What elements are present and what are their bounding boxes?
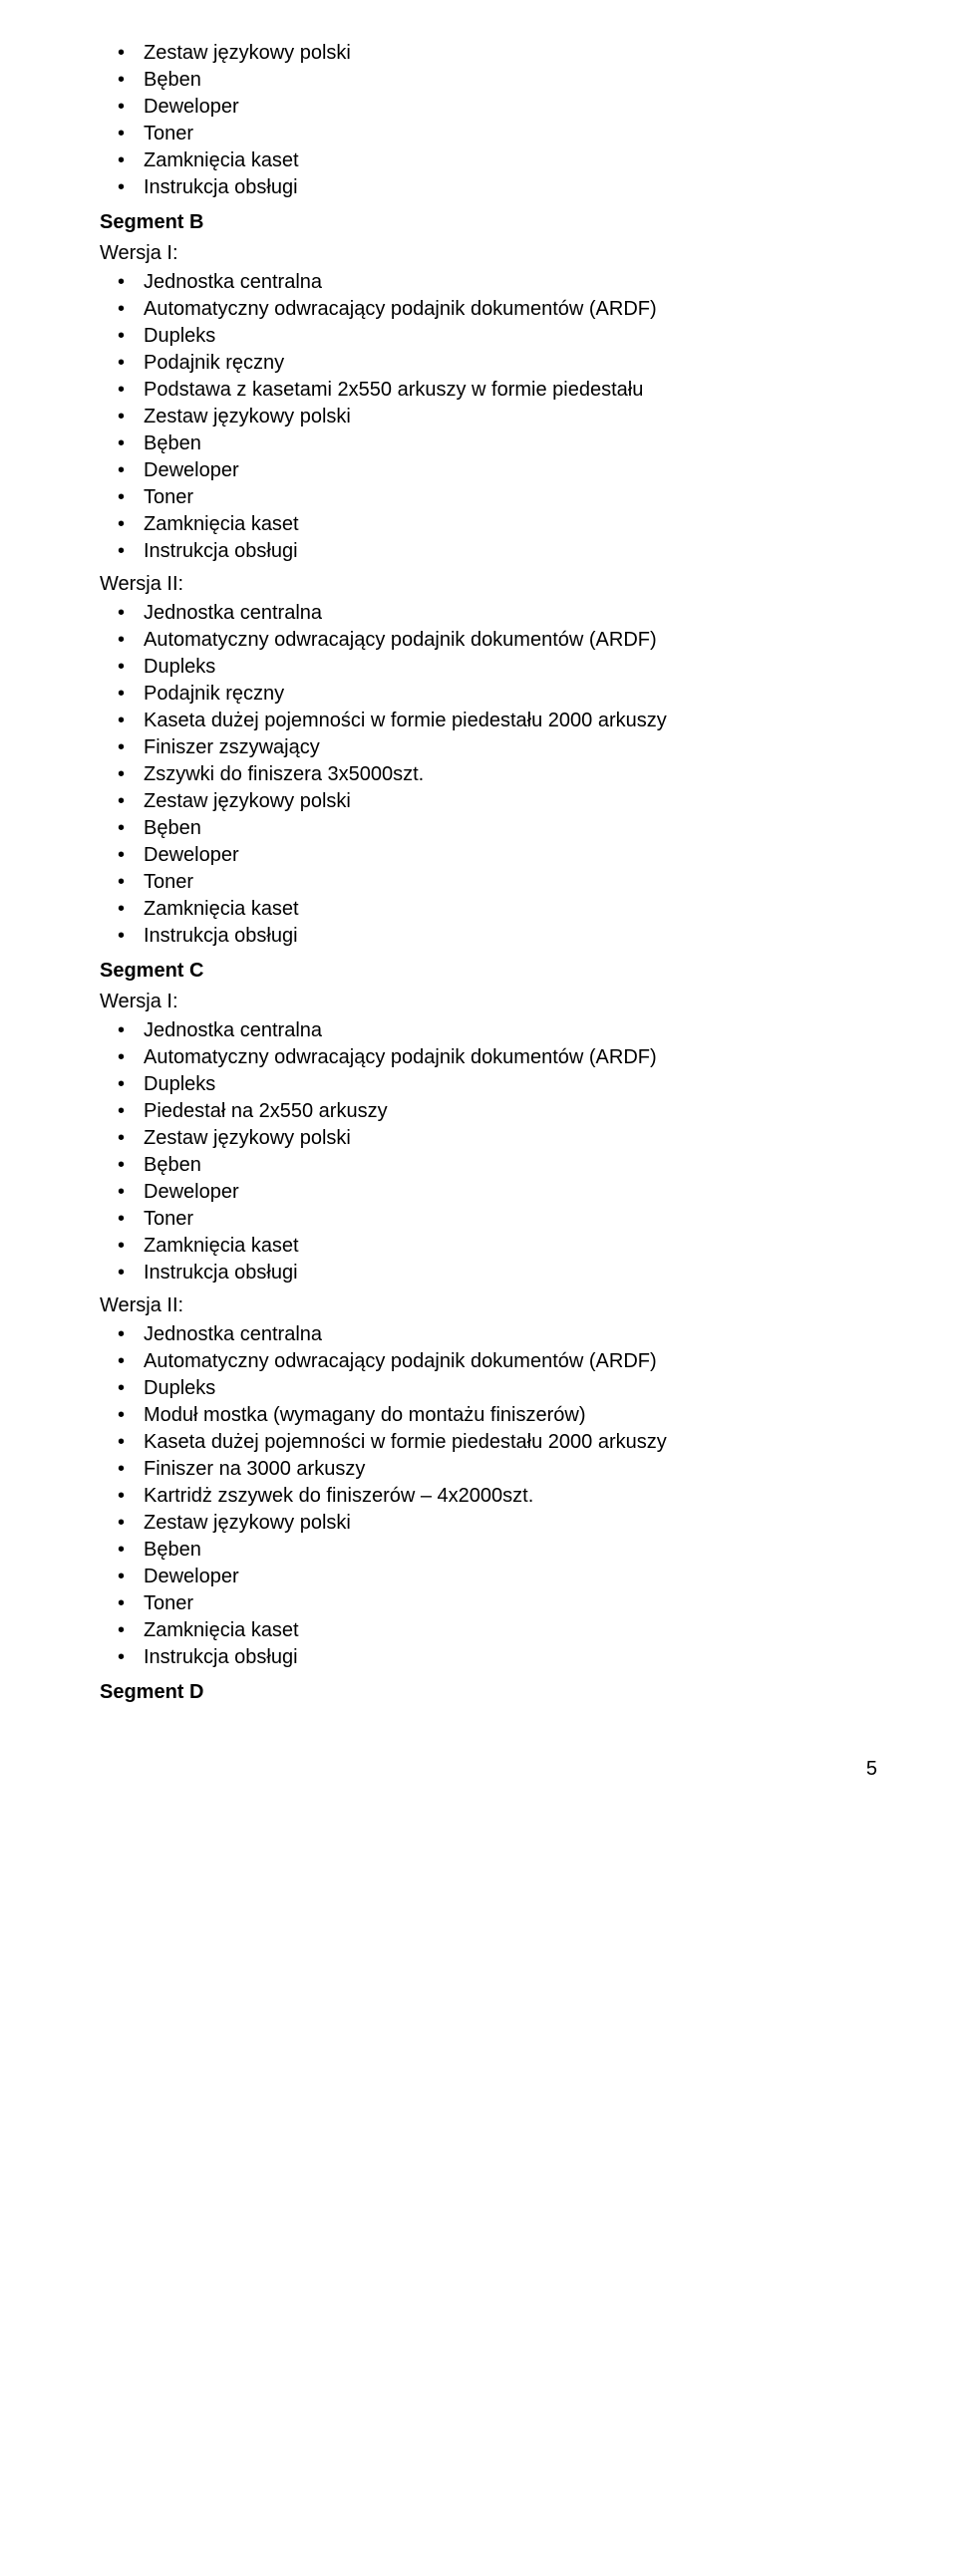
list-item: Toner [100, 1590, 897, 1617]
list-item: Automatyczny odwracający podajnik dokume… [100, 1044, 897, 1071]
list-item: Podstawa z kasetami 2x550 arkuszy w form… [100, 377, 897, 404]
segment-heading: Segment C [100, 958, 897, 985]
list-item: Deweloper [100, 842, 897, 869]
bullet-list: Jednostka centralnaAutomatyczny odwracaj… [100, 1017, 897, 1287]
segment-heading: Segment B [100, 209, 897, 236]
list-item: Podajnik ręczny [100, 681, 897, 708]
list-item: Bęben [100, 1152, 897, 1179]
list-item: Dupleks [100, 1375, 897, 1402]
list-item: Podajnik ręczny [100, 350, 897, 377]
list-item: Moduł mostka (wymagany do montażu finisz… [100, 1402, 897, 1429]
list-item: Zamknięcia kaset [100, 896, 897, 923]
list-item: Zestaw językowy polski [100, 404, 897, 430]
list-item: Deweloper [100, 1179, 897, 1206]
list-item: Zestaw językowy polski [100, 40, 897, 67]
list-item: Piedestał na 2x550 arkuszy [100, 1098, 897, 1125]
list-item: Toner [100, 121, 897, 147]
list-item: Instrukcja obsługi [100, 538, 897, 565]
list-item: Bęben [100, 67, 897, 94]
list-item: Zestaw językowy polski [100, 788, 897, 815]
list-item: Zamknięcia kaset [100, 147, 897, 174]
version-label: Wersja I: [100, 989, 897, 1015]
list-item: Dupleks [100, 1071, 897, 1098]
version-label: Wersja II: [100, 571, 897, 598]
list-item: Bęben [100, 430, 897, 457]
list-item: Automatyczny odwracający podajnik dokume… [100, 1348, 897, 1375]
list-item: Instrukcja obsługi [100, 1260, 897, 1287]
list-item: Jednostka centralna [100, 269, 897, 296]
document-body: Zestaw językowy polskiBębenDeweloperTone… [100, 40, 897, 1706]
list-item: Toner [100, 484, 897, 511]
list-item: Deweloper [100, 457, 897, 484]
list-item: Toner [100, 1206, 897, 1233]
list-item: Deweloper [100, 1564, 897, 1590]
list-item: Jednostka centralna [100, 600, 897, 627]
list-item: Instrukcja obsługi [100, 923, 897, 950]
list-item: Kartridż zszywek do finiszerów – 4x2000s… [100, 1483, 897, 1510]
list-item: Zamknięcia kaset [100, 511, 897, 538]
bullet-list: Jednostka centralnaAutomatyczny odwracaj… [100, 269, 897, 565]
list-item: Deweloper [100, 94, 897, 121]
list-item: Dupleks [100, 654, 897, 681]
list-item: Zestaw językowy polski [100, 1125, 897, 1152]
bullet-list: Jednostka centralnaAutomatyczny odwracaj… [100, 1321, 897, 1671]
list-item: Dupleks [100, 323, 897, 350]
list-item: Zamknięcia kaset [100, 1617, 897, 1644]
list-item: Automatyczny odwracający podajnik dokume… [100, 296, 897, 323]
version-label: Wersja I: [100, 240, 897, 267]
list-item: Zestaw językowy polski [100, 1510, 897, 1537]
list-item: Zamknięcia kaset [100, 1233, 897, 1260]
bullet-list: Zestaw językowy polskiBębenDeweloperTone… [100, 40, 897, 201]
list-item: Bęben [100, 815, 897, 842]
list-item: Jednostka centralna [100, 1321, 897, 1348]
page-number: 5 [100, 1756, 897, 1783]
bullet-list: Jednostka centralnaAutomatyczny odwracaj… [100, 600, 897, 950]
list-item: Toner [100, 869, 897, 896]
version-label: Wersja II: [100, 1292, 897, 1319]
list-item: Zszywki do finiszera 3x5000szt. [100, 761, 897, 788]
list-item: Bęben [100, 1537, 897, 1564]
list-item: Jednostka centralna [100, 1017, 897, 1044]
list-item: Kaseta dużej pojemności w formie piedest… [100, 708, 897, 734]
list-item: Instrukcja obsługi [100, 1644, 897, 1671]
list-item: Automatyczny odwracający podajnik dokume… [100, 627, 897, 654]
list-item: Instrukcja obsługi [100, 174, 897, 201]
segment-heading: Segment D [100, 1679, 897, 1706]
list-item: Kaseta dużej pojemności w formie piedest… [100, 1429, 897, 1456]
list-item: Finiszer zszywający [100, 734, 897, 761]
list-item: Finiszer na 3000 arkuszy [100, 1456, 897, 1483]
